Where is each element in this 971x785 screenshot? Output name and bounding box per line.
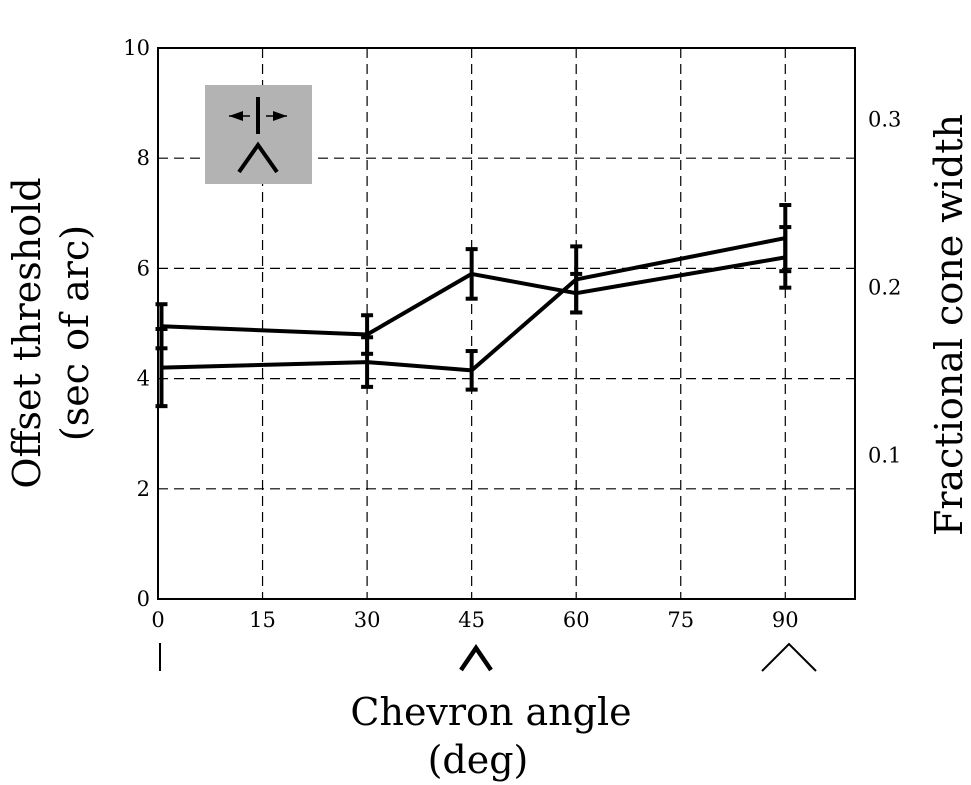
chevron-90-icon: [761, 642, 817, 672]
series-1: [155, 225, 792, 356]
y2-tick-label: 0.2: [868, 276, 901, 300]
series-2: [155, 203, 792, 409]
x-tick-label: 30: [354, 608, 381, 632]
x-tick-label: 90: [772, 608, 799, 632]
angle-icons: [159, 642, 817, 672]
y-tick-label: 10: [123, 36, 150, 60]
y-tick-label: 2: [137, 477, 150, 501]
error-bar: [570, 244, 583, 315]
y-tick-label: 6: [137, 256, 150, 280]
y-tick-label: 8: [137, 146, 150, 170]
error-bar: [465, 349, 478, 392]
error-bar: [465, 247, 478, 301]
y2-tick-label: 0.1: [868, 444, 901, 468]
error-bar: [155, 327, 168, 409]
y-axis-title-line2: (sec of arc): [53, 225, 97, 441]
y2-tick-labels: 0.1 0.2 0.3: [868, 108, 901, 468]
series-layer: [155, 203, 792, 409]
plot-frame: [157, 47, 856, 600]
x-tick-label: 75: [667, 608, 694, 632]
x-axis-title-line2: (deg): [428, 738, 529, 782]
chevron-45-icon: [459, 644, 493, 672]
error-bar: [361, 335, 374, 389]
y2-tick-label: 0.3: [868, 108, 901, 132]
inset-chevron-icon: [237, 141, 279, 174]
inset-stimulus-icon: [205, 85, 312, 184]
x-tick-label: 45: [458, 608, 485, 632]
x-tick-label: 15: [249, 608, 276, 632]
y-axis-title-line1: Offset threshold: [5, 177, 49, 488]
error-bar: [779, 203, 792, 274]
y-tick-labels: 0 2 4 6 8 10: [123, 36, 150, 611]
x-axis-title-line1: Chevron angle: [350, 690, 631, 734]
x-tick-label: 0: [151, 608, 164, 632]
y-tick-label: 0: [137, 587, 150, 611]
y2-axis-title: Fractional cone width: [927, 114, 971, 536]
x-tick-label: 60: [563, 608, 590, 632]
y-tick-label: 4: [137, 367, 150, 391]
x-tick-labels: 0 15 30 45 60 75 90: [151, 608, 798, 632]
